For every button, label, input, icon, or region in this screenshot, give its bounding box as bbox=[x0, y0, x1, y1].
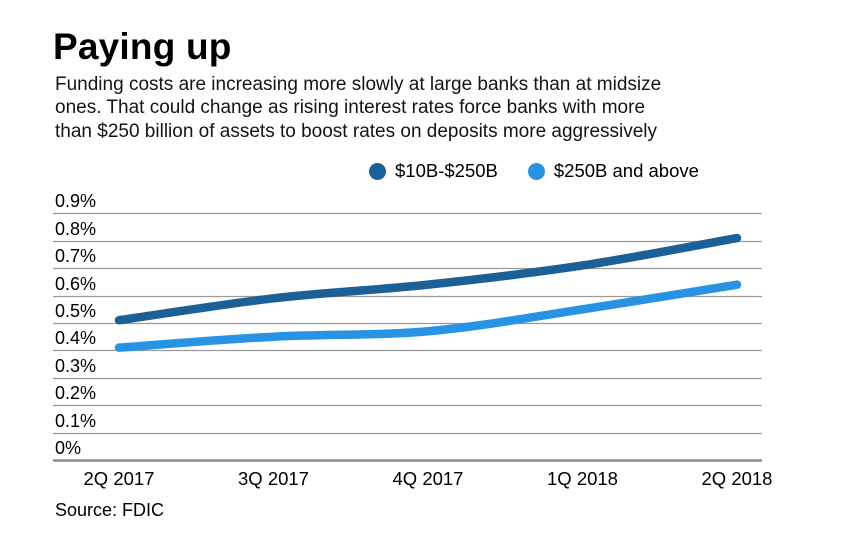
legend-label: $250B and above bbox=[553, 160, 699, 181]
x-tick-label: 2Q 2018 bbox=[701, 468, 773, 489]
x-tick-label: 1Q 2018 bbox=[547, 468, 618, 489]
y-tick-label: 0.6% bbox=[55, 273, 97, 294]
y-tick-label: 0.5% bbox=[55, 300, 97, 321]
subtitle-line-3: than $250 billion of assets to boost rat… bbox=[55, 120, 658, 142]
legend-item-midsize-banks: $10B-$250B bbox=[369, 160, 498, 182]
y-tick-label: 0.9% bbox=[55, 190, 97, 211]
y-tick-label: 0.8% bbox=[55, 218, 97, 239]
y-tick-label: 0.2% bbox=[55, 382, 97, 403]
chart-title: Paying up bbox=[53, 26, 232, 67]
legend-label: $10B-$250B bbox=[395, 160, 498, 181]
subtitle-line-1: Funding costs are increasing more slowly… bbox=[55, 74, 662, 95]
legend-dot-icon bbox=[369, 162, 386, 180]
x-tick-label: 2Q 2017 bbox=[83, 468, 155, 489]
series-line-1 bbox=[114, 280, 742, 352]
x-tick-label: 3Q 2017 bbox=[238, 468, 309, 489]
legend-dot-icon bbox=[527, 162, 545, 180]
legend-item-large-banks: $250B and above bbox=[527, 160, 699, 182]
subtitle-line-2: ones. That could change as rising intere… bbox=[55, 97, 646, 119]
y-tick-label: 0% bbox=[55, 437, 82, 458]
source-note: Source: FDIC bbox=[55, 500, 165, 520]
y-tick-label: 0.4% bbox=[55, 327, 97, 348]
y-tick-label: 0.7% bbox=[55, 245, 97, 266]
chart-subtitle: Funding costs are increasing more slowly… bbox=[55, 73, 661, 143]
series-line-0 bbox=[114, 233, 742, 325]
legend: $10B-$250B $250B and above bbox=[369, 160, 699, 182]
y-tick-label: 0.3% bbox=[55, 355, 97, 376]
y-tick-label: 0.1% bbox=[55, 410, 97, 431]
x-tick-label: 4Q 2017 bbox=[392, 468, 464, 489]
